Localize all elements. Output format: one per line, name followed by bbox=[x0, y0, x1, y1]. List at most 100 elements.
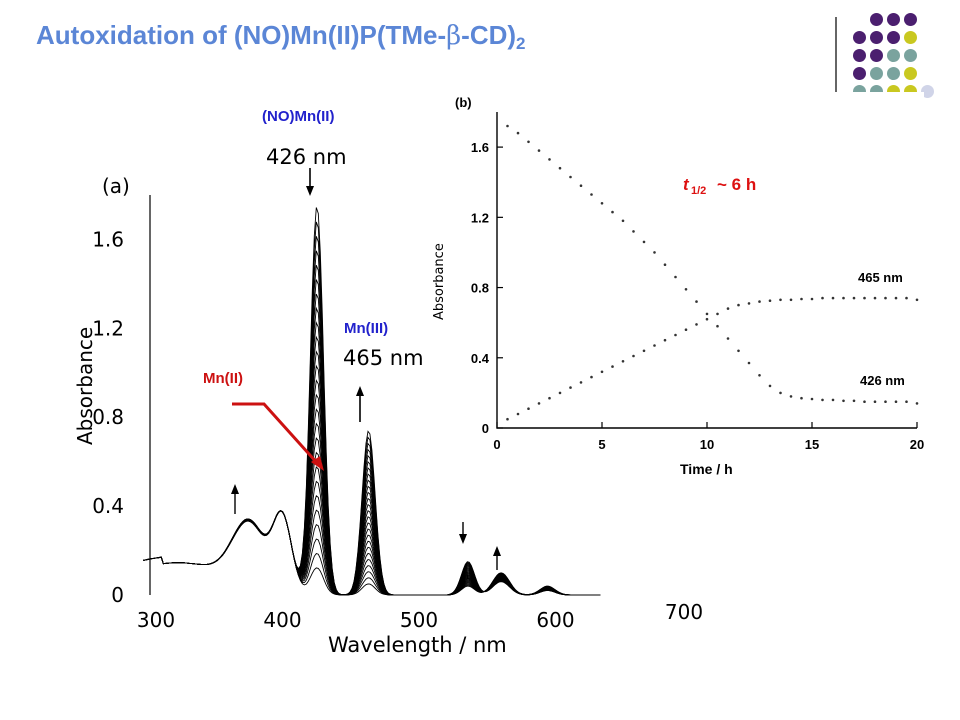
point-426nm bbox=[527, 140, 530, 144]
panel-a-x-tick: 500 bbox=[400, 608, 438, 632]
point-465nm bbox=[800, 297, 803, 301]
panel-b-inset-background bbox=[434, 92, 924, 492]
point-465nm bbox=[894, 296, 898, 300]
panel-b-y-tick: 1.6 bbox=[471, 140, 489, 155]
point-426nm bbox=[905, 400, 908, 404]
decor-dot bbox=[887, 67, 900, 80]
decor-divider bbox=[835, 17, 837, 101]
arrow-up-375 bbox=[231, 484, 239, 514]
slide-title: Autoxidation of (NO)Mn(II)P(TMe-β-CD)2 bbox=[36, 20, 526, 54]
panel-b-y-axis-label: Absorbance bbox=[432, 243, 447, 320]
panel-a-x-tick-labels: 300 400 500 600 700 bbox=[137, 600, 703, 632]
panel-b-x-tick-labels: 0 5 10 15 20 bbox=[493, 437, 924, 452]
panel-a-y-tick-labels: 0 0.4 0.8 1.2 1.6 bbox=[92, 227, 124, 607]
panel-a-y-tick: 1.6 bbox=[92, 227, 124, 251]
panel-a-y-tick: 0.8 bbox=[92, 405, 124, 429]
point-465nm bbox=[737, 303, 740, 307]
arrow-up-565 bbox=[493, 546, 501, 570]
panel-a-spectrum-trace bbox=[143, 430, 601, 596]
annotation-465-nm: 465 nm bbox=[343, 346, 424, 370]
point-465nm bbox=[516, 412, 520, 416]
point-426nm bbox=[873, 400, 877, 404]
annotation-426-nm: 426 nm bbox=[266, 145, 347, 169]
panel-b-x-tick: 0 bbox=[493, 437, 500, 452]
point-426nm bbox=[506, 124, 509, 128]
point-465nm bbox=[768, 299, 772, 303]
panel-a-y-tick: 0.4 bbox=[92, 494, 124, 518]
title-main: Autoxidation of (NO)Mn(II)P(TMe- bbox=[36, 20, 447, 50]
point-465nm bbox=[590, 375, 593, 379]
point-426nm bbox=[516, 131, 520, 135]
point-465nm bbox=[558, 391, 562, 395]
panel-a-y-tick: 0 bbox=[111, 583, 124, 607]
panel-a-y-tick: 1.2 bbox=[92, 316, 124, 340]
point-465nm bbox=[810, 297, 814, 301]
annotation-mn-iii: Mn(III) bbox=[344, 320, 388, 337]
point-465nm bbox=[663, 338, 667, 342]
title-subscript: 2 bbox=[516, 34, 526, 53]
point-465nm bbox=[642, 349, 646, 353]
point-426nm bbox=[863, 400, 866, 404]
point-465nm bbox=[716, 312, 719, 316]
point-465nm bbox=[684, 328, 688, 332]
point-426nm bbox=[842, 399, 845, 403]
point-426nm bbox=[611, 210, 614, 214]
decor-dot bbox=[887, 13, 900, 26]
point-465nm bbox=[789, 298, 793, 302]
decor-dot bbox=[887, 31, 900, 44]
point-426nm bbox=[600, 202, 604, 205]
title-tail: -CD) bbox=[461, 20, 517, 50]
panel-b-y-tick: 0.4 bbox=[471, 351, 490, 366]
point-426nm bbox=[800, 396, 803, 400]
point-426nm bbox=[590, 193, 593, 196]
panel-b-kinetics: 0 0.4 0.8 1.2 1.6 0 5 10 15 20 (b) Absorbance Ti… bbox=[432, 92, 924, 492]
point-426nm bbox=[621, 219, 625, 223]
point-465nm bbox=[548, 396, 551, 400]
point-465nm bbox=[831, 296, 835, 300]
point-465nm bbox=[621, 360, 625, 363]
point-426nm bbox=[726, 337, 730, 340]
point-426nm bbox=[852, 399, 856, 403]
decor-dot bbox=[904, 31, 917, 44]
decor-dot bbox=[853, 67, 866, 80]
point-426nm bbox=[821, 398, 824, 402]
point-426nm bbox=[548, 158, 551, 161]
t-half-subscript: 1/2 bbox=[691, 185, 706, 197]
panel-a-x-axis-label: Wavelength / nm bbox=[328, 633, 507, 657]
point-426nm bbox=[884, 400, 887, 404]
point-426nm bbox=[716, 324, 719, 328]
point-465nm bbox=[758, 300, 761, 303]
point-465nm bbox=[579, 381, 583, 384]
point-426nm bbox=[579, 184, 583, 187]
point-465nm bbox=[611, 365, 614, 368]
point-426nm bbox=[758, 374, 761, 377]
panel-b-y-tick: 0.8 bbox=[471, 281, 489, 296]
point-426nm bbox=[705, 312, 709, 316]
series-label-426: 426 nm bbox=[860, 373, 905, 388]
decor-dot bbox=[870, 13, 883, 26]
arrow-up-465 bbox=[356, 386, 364, 422]
point-465nm bbox=[821, 296, 824, 300]
point-465nm bbox=[747, 302, 751, 305]
point-465nm bbox=[569, 386, 572, 389]
point-426nm bbox=[642, 240, 646, 244]
point-465nm bbox=[537, 402, 541, 405]
decor-dot bbox=[904, 13, 917, 26]
point-426nm bbox=[810, 397, 814, 401]
point-426nm bbox=[779, 391, 782, 395]
panel-a-x-tick: 700 bbox=[665, 600, 703, 624]
point-426nm bbox=[653, 251, 656, 254]
point-426nm bbox=[663, 263, 667, 267]
decor-dot bbox=[887, 49, 900, 62]
mn-ii-pointer-line bbox=[232, 402, 320, 466]
arrow-down-426 bbox=[306, 168, 314, 196]
point-465nm bbox=[695, 323, 698, 326]
panel-a-label: (a) bbox=[102, 174, 130, 198]
panel-b-x-tick: 20 bbox=[910, 437, 924, 452]
panel-a-spectra: 0 0.4 0.8 1.2 1.6 300 400 500 600 700 (a) Absorb… bbox=[73, 108, 703, 657]
point-465nm bbox=[705, 317, 709, 321]
annotation-no-mn-ii: (NO)Mn(II) bbox=[262, 108, 334, 125]
point-465nm bbox=[842, 296, 845, 300]
point-426nm bbox=[569, 175, 572, 179]
title-beta: β bbox=[446, 21, 462, 51]
